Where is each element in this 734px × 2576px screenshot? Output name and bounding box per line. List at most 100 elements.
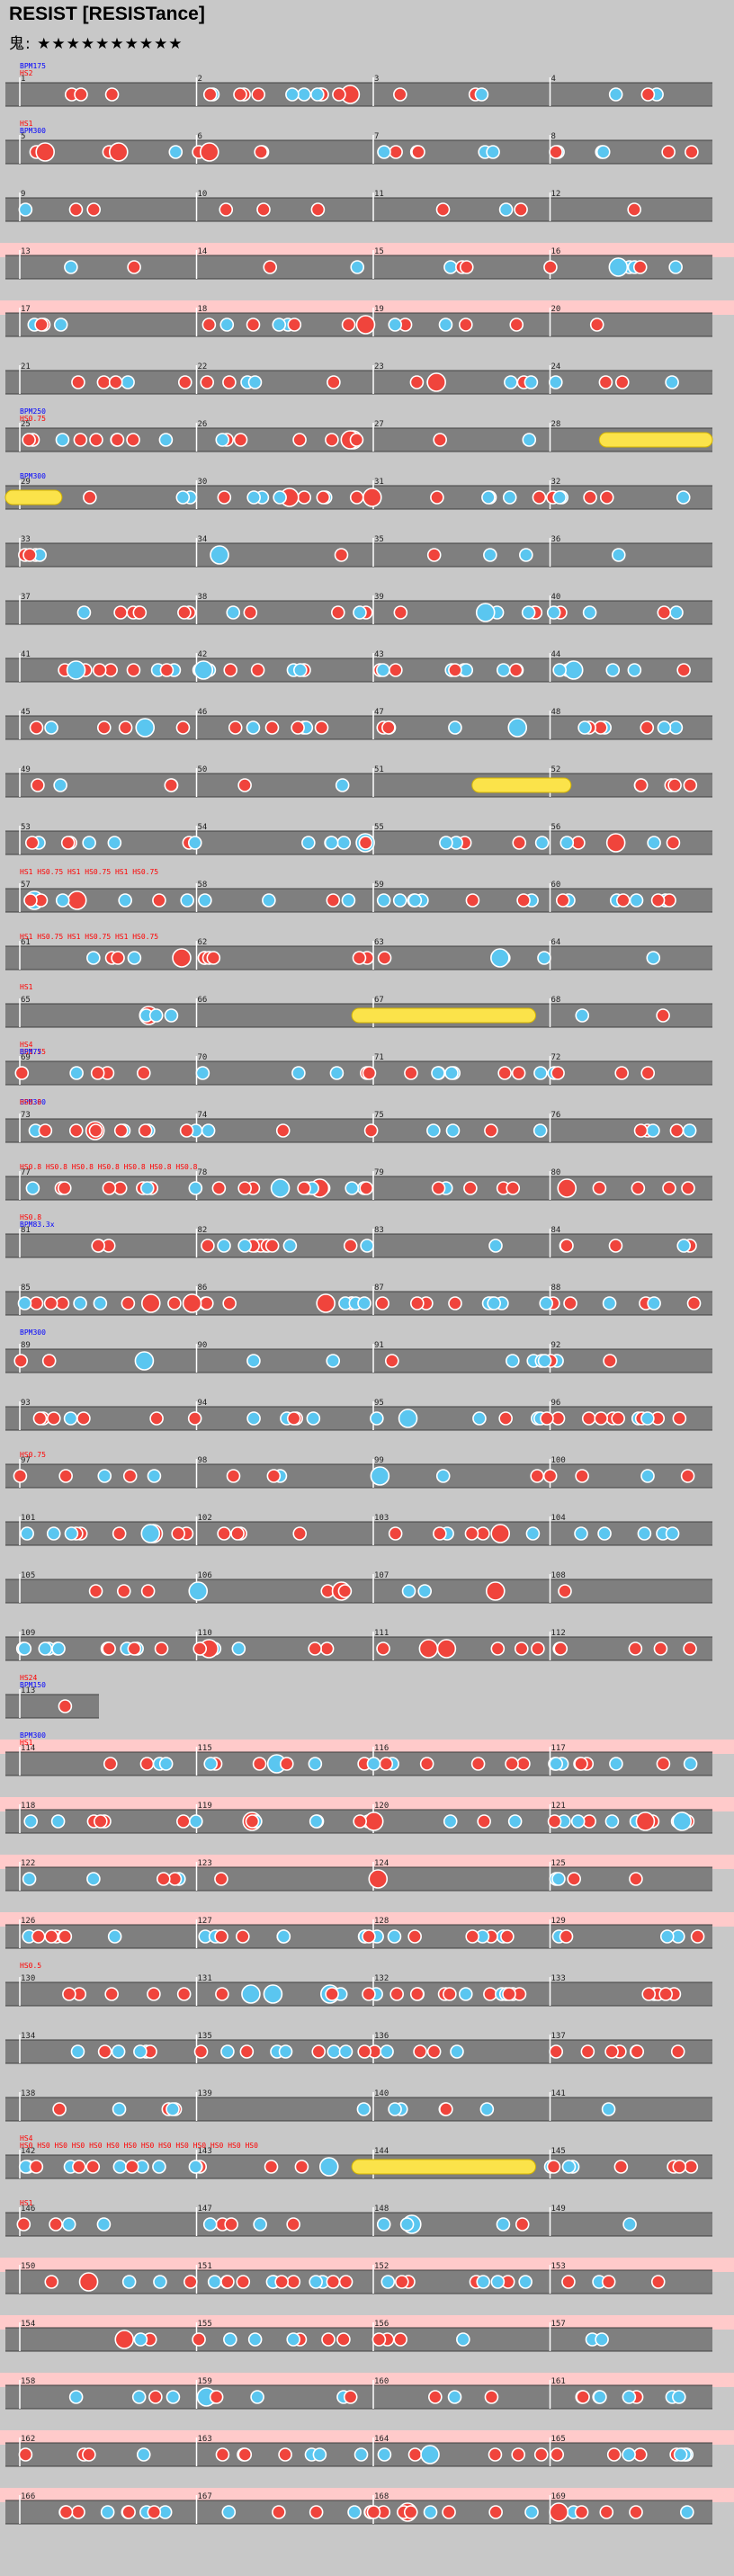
ka-note bbox=[474, 87, 489, 102]
ka-note bbox=[676, 1239, 692, 1253]
don-note bbox=[187, 1411, 202, 1426]
ka-note bbox=[380, 2044, 394, 2059]
ka-note bbox=[226, 605, 241, 620]
don-note bbox=[533, 2447, 549, 2462]
don-note bbox=[73, 433, 88, 447]
big-don-note bbox=[35, 142, 56, 162]
big-don-note bbox=[490, 1524, 511, 1543]
ka-note bbox=[291, 1066, 306, 1080]
measure-number: 32 bbox=[551, 478, 561, 487]
don-note bbox=[223, 663, 238, 677]
don-note bbox=[377, 951, 392, 965]
measure-number: 139 bbox=[198, 2089, 212, 2098]
don-note bbox=[353, 1814, 367, 1829]
measure-number: 23 bbox=[374, 362, 384, 371]
ka-note bbox=[668, 260, 683, 274]
ka-note bbox=[533, 1123, 548, 1138]
don-note bbox=[177, 375, 192, 389]
measure-number: 68 bbox=[551, 996, 561, 1005]
event-marker: HS0.75 bbox=[20, 1451, 46, 1459]
measure-number: 151 bbox=[198, 2262, 212, 2271]
big-don-note bbox=[362, 487, 382, 507]
note-lane bbox=[5, 1695, 99, 1718]
measure-number: 93 bbox=[21, 1399, 31, 1408]
don-note bbox=[294, 2160, 309, 2174]
don-note bbox=[640, 1066, 656, 1080]
don-note bbox=[393, 2332, 407, 2347]
don-note bbox=[326, 893, 341, 908]
ka-note bbox=[353, 605, 367, 620]
don-note bbox=[352, 951, 367, 965]
don-note bbox=[264, 1239, 280, 1253]
don-note bbox=[506, 1181, 521, 1195]
don-note bbox=[175, 720, 191, 735]
don-note bbox=[488, 2505, 503, 2519]
measure-number: 10 bbox=[198, 190, 208, 199]
measure-number: 105 bbox=[21, 1571, 35, 1580]
measure-number: 64 bbox=[551, 938, 561, 947]
don-note bbox=[470, 1757, 486, 1771]
big-don-note bbox=[140, 1293, 161, 1313]
measure-number: 51 bbox=[374, 765, 384, 774]
ka-note bbox=[524, 2505, 539, 2519]
ka-note bbox=[82, 836, 96, 850]
event-marker: BPM150 bbox=[20, 1681, 46, 1689]
don-note bbox=[508, 663, 524, 677]
ka-note bbox=[498, 202, 514, 217]
don-note bbox=[147, 1987, 161, 2001]
ka-note bbox=[376, 893, 391, 908]
measure-number: 106 bbox=[198, 1571, 212, 1580]
don-note bbox=[666, 836, 681, 850]
don-note bbox=[516, 1757, 531, 1771]
big-don-note bbox=[436, 1639, 457, 1659]
measure-number: 111 bbox=[374, 1629, 389, 1638]
ka-note bbox=[189, 1814, 203, 1829]
ka-note bbox=[476, 2275, 491, 2289]
measure-number: 141 bbox=[551, 2089, 566, 2098]
measure-number: 145 bbox=[551, 2147, 566, 2156]
ka-note bbox=[237, 1239, 252, 1253]
ka-note bbox=[338, 2044, 354, 2059]
measure-number: 25 bbox=[21, 420, 31, 429]
don-note bbox=[561, 2275, 576, 2289]
measure-number: 107 bbox=[374, 1571, 389, 1580]
ka-note bbox=[595, 2332, 609, 2347]
ka-note bbox=[64, 1526, 79, 1541]
ka-note bbox=[676, 490, 691, 505]
don-note bbox=[239, 2044, 255, 2059]
big-don-note bbox=[316, 1293, 336, 1313]
don-note bbox=[330, 605, 345, 620]
don-note bbox=[326, 2275, 341, 2289]
measure-number: 153 bbox=[551, 2262, 566, 2271]
note-lane bbox=[5, 1867, 712, 1891]
note-lane bbox=[5, 1349, 712, 1373]
don-note bbox=[543, 260, 558, 274]
measure-number: 148 bbox=[374, 2205, 389, 2214]
ka-note bbox=[278, 2044, 293, 2059]
don-note bbox=[516, 893, 531, 908]
measure-number: 131 bbox=[198, 1974, 212, 1983]
don-note bbox=[179, 1123, 194, 1138]
don-note bbox=[334, 548, 349, 562]
don-note bbox=[681, 1181, 695, 1195]
measure-number: 5 bbox=[21, 132, 25, 141]
don-note bbox=[656, 1008, 670, 1023]
measure-number: 11 bbox=[374, 190, 384, 199]
measure-number: 63 bbox=[374, 938, 384, 947]
measure-number: 8 bbox=[551, 132, 556, 141]
ka-note bbox=[220, 2044, 235, 2059]
ka-note bbox=[282, 1239, 298, 1253]
measure-number: 161 bbox=[551, 2377, 566, 2386]
ka-note bbox=[64, 260, 78, 274]
don-note bbox=[108, 375, 123, 389]
ka-note bbox=[22, 1872, 37, 1886]
ka-note bbox=[377, 145, 391, 159]
don-note bbox=[149, 1411, 164, 1426]
big-ka-note bbox=[475, 603, 496, 622]
don-note bbox=[126, 433, 140, 447]
note-lane bbox=[5, 889, 712, 912]
don-note bbox=[74, 87, 88, 102]
don-note bbox=[511, 2447, 525, 2462]
ka-note bbox=[525, 1526, 541, 1541]
don-note bbox=[464, 1526, 479, 1541]
